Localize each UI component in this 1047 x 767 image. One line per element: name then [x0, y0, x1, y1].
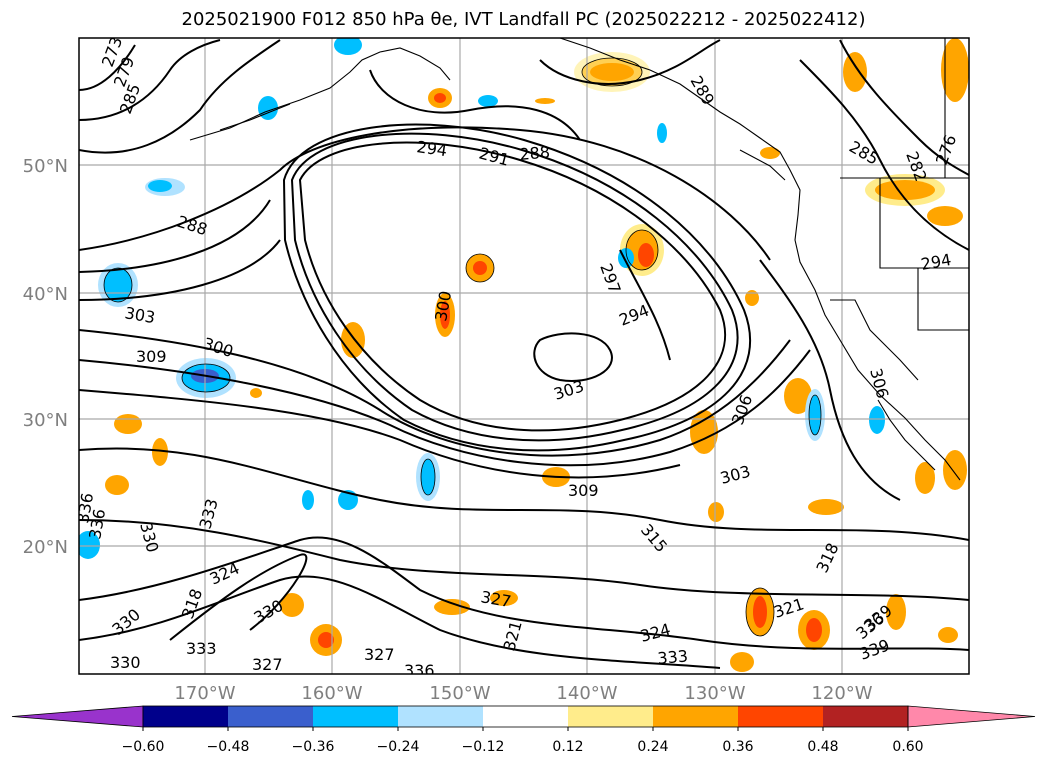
lat-label-20n: 20°N: [23, 537, 68, 558]
colorbar-extend-high: [907, 705, 1036, 728]
colorbar-tick-label: 0.12: [552, 739, 583, 755]
contour-label: 336: [73, 491, 97, 524]
contour-label: 333: [657, 646, 689, 668]
coastlines: [189, 38, 969, 481]
colorbar-tick-label: −0.12: [462, 739, 505, 755]
colorbar-segment: [228, 706, 313, 727]
contour-label: 309: [568, 481, 599, 500]
colorbar-segment: [313, 706, 398, 727]
pc-outlines: [103, 57, 822, 637]
lon-label-170w: 170°W: [174, 683, 235, 704]
theta-e-contours: [79, 39, 969, 669]
colorbar-frame: [142, 705, 909, 728]
contour-label: 330: [110, 653, 141, 672]
colorbar-segment: [398, 706, 483, 727]
lon-label-120w: 120°W: [811, 683, 872, 704]
contour-label: 309: [136, 347, 167, 366]
lat-label-40n: 40°N: [23, 284, 68, 305]
contour-label: 336: [404, 661, 435, 680]
colorbar-segment: [143, 706, 228, 727]
colorbar-extend-low: [11, 705, 144, 728]
colorbar-tick-label: −0.24: [377, 739, 420, 755]
colorbar-tick-label: −0.36: [292, 739, 335, 755]
lon-label-140w: 140°W: [556, 683, 617, 704]
map-panel: 273 279 285 294 291 288 288 289 282 276 …: [73, 38, 969, 680]
colorbar-tick-label: −0.48: [207, 739, 250, 755]
contour-label: 327: [364, 645, 395, 664]
map-title: 2025021900 F012 850 hPa θe, IVT Landfall…: [181, 9, 866, 30]
colorbar-tick-label: 0.36: [722, 739, 753, 755]
lon-label-150w: 150°W: [429, 683, 490, 704]
contour-label: 288: [519, 142, 551, 164]
contour-label: 294: [415, 137, 448, 160]
lat-label-50n: 50°N: [23, 156, 68, 177]
colorbar-segment: [823, 706, 908, 727]
colorbar-segment: [653, 706, 738, 727]
colorbar-tick-label: 0.60: [892, 739, 923, 755]
gridlines: [79, 38, 969, 674]
colorbar: −0.60 −0.48 −0.36 −0.24 −0.12 0.12 0.24 0.36 0.4…: [11, 705, 1036, 755]
lon-label-160w: 160°W: [301, 683, 362, 704]
map-frame: [78, 37, 970, 675]
pc-shading: [79, 38, 969, 672]
contour-label: 333: [186, 639, 217, 658]
lon-labels: 170°W 160°W 150°W 140°W 130°W 120°W: [174, 683, 872, 704]
colorbar-segment: [568, 706, 653, 727]
colorbar-segment: [483, 706, 568, 727]
lat-label-30n: 30°N: [23, 410, 68, 431]
colorbar-segment: [738, 706, 823, 727]
colorbar-tick-label: −0.60: [122, 739, 165, 755]
colorbar-tick-label: 0.48: [807, 739, 838, 755]
contour-label: 327: [252, 655, 283, 674]
lat-labels: 50°N 40°N 30°N 20°N: [23, 156, 68, 558]
colorbar-tick-label: 0.24: [637, 739, 668, 755]
lon-label-130w: 130°W: [684, 683, 745, 704]
